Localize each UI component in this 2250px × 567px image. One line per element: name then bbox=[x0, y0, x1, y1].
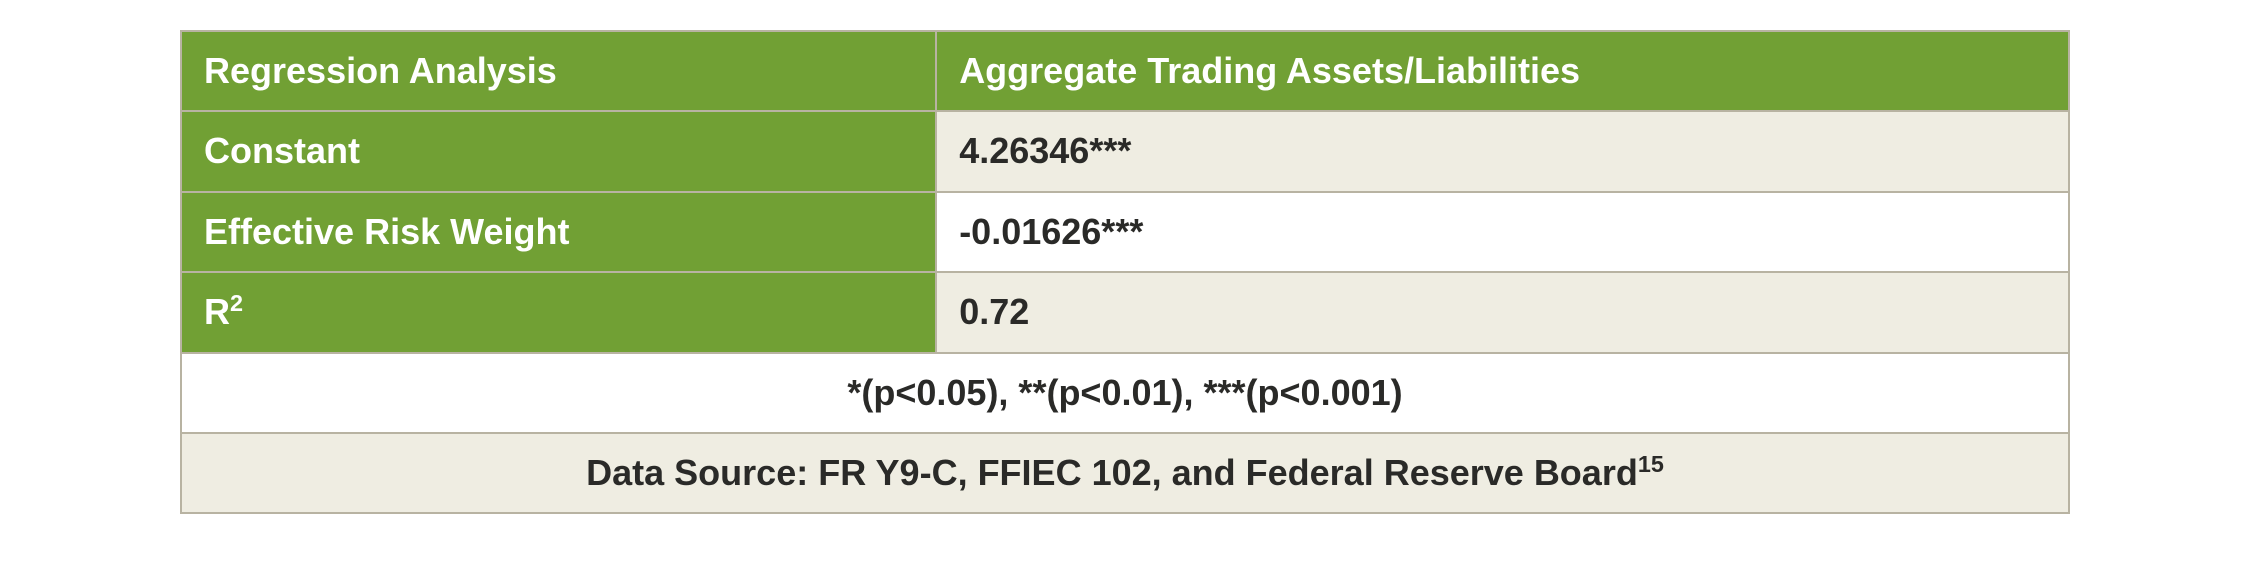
regression-table: Regression Analysis Aggregate Trading As… bbox=[180, 30, 2070, 514]
row-value-r-squared: 0.72 bbox=[936, 272, 2069, 352]
row-label-r-squared: R2 bbox=[181, 272, 936, 352]
source-row: Data Source: FR Y9-C, FFIEC 102, and Fed… bbox=[181, 433, 2069, 513]
table-row: Effective Risk Weight -0.01626*** bbox=[181, 192, 2069, 272]
data-source-footnote: Data Source: FR Y9-C, FFIEC 102, and Fed… bbox=[181, 433, 2069, 513]
table-header-row: Regression Analysis Aggregate Trading As… bbox=[181, 31, 2069, 111]
row-value-risk-weight: -0.01626*** bbox=[936, 192, 2069, 272]
row-value-constant: 4.26346*** bbox=[936, 111, 2069, 191]
p-values-footnote: *(p<0.05), **(p<0.01), ***(p<0.001) bbox=[181, 353, 2069, 433]
table-row: R2 0.72 bbox=[181, 272, 2069, 352]
header-regression-analysis: Regression Analysis bbox=[181, 31, 936, 111]
row-label-risk-weight: Effective Risk Weight bbox=[181, 192, 936, 272]
row-label-constant: Constant bbox=[181, 111, 936, 191]
footnote-row: *(p<0.05), **(p<0.01), ***(p<0.001) bbox=[181, 353, 2069, 433]
header-aggregate: Aggregate Trading Assets/Liabilities bbox=[936, 31, 2069, 111]
table-row: Constant 4.26346*** bbox=[181, 111, 2069, 191]
